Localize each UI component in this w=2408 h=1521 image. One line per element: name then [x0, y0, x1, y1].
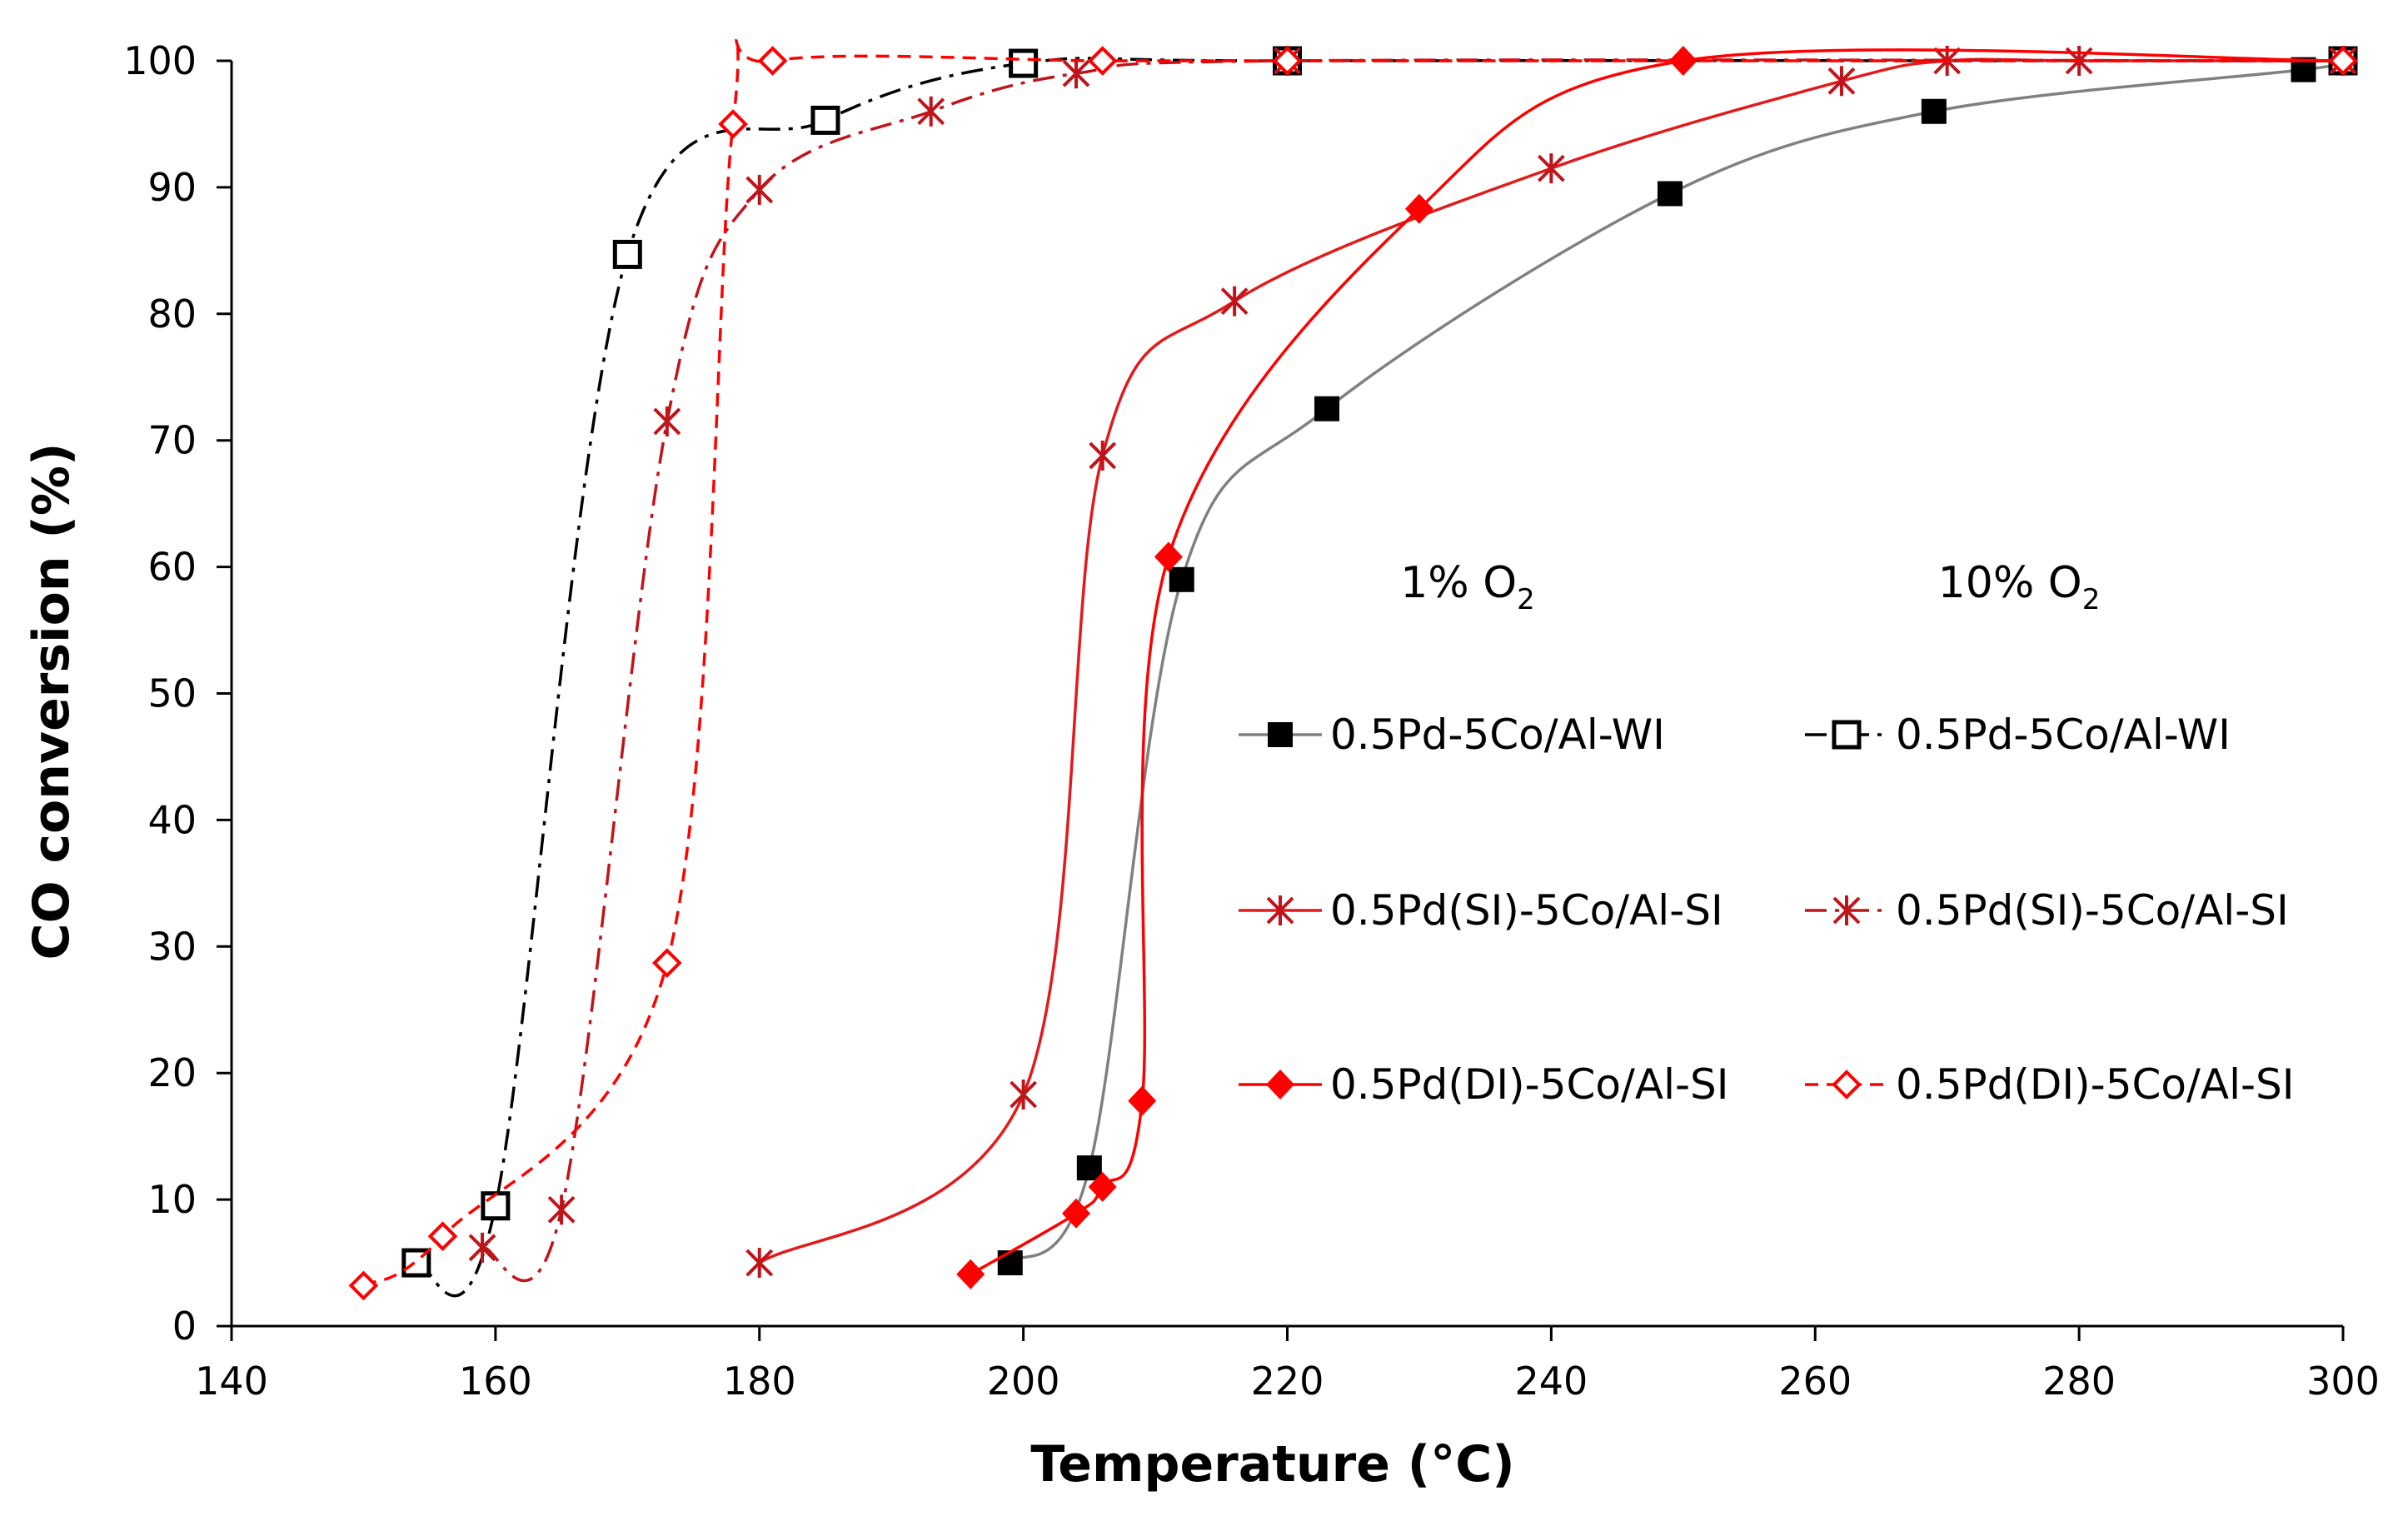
data-point	[1154, 541, 1183, 572]
data-point	[1062, 58, 1090, 89]
series-line	[362, 37, 2343, 1287]
x-tick-label: 140	[195, 1359, 268, 1404]
data-point	[745, 174, 774, 205]
legend-header: 1% O2	[1400, 558, 1535, 616]
y-axis-title: CO conversion (%)	[22, 443, 81, 960]
data-point	[1009, 48, 1039, 78]
data-point	[718, 109, 748, 139]
legend-label: 0.5Pd-5Co/Al-WI	[1330, 711, 1665, 759]
data-point	[1827, 66, 1856, 97]
series-5	[348, 37, 2358, 1301]
y-tick-label: 0	[172, 1304, 197, 1349]
data-point	[652, 948, 682, 978]
data-point	[1062, 1198, 1090, 1229]
legend-label: 0.5Pd(SI)-5Co/Al-SI	[1896, 886, 2289, 935]
y-tick-label: 90	[147, 165, 197, 210]
data-point	[757, 46, 788, 76]
data-point	[1220, 286, 1249, 317]
data-point	[1272, 46, 1303, 76]
data-point	[1087, 46, 1118, 76]
tick-labels: 140 160 180 200 220 240 260 280 300 0 10 20 30 40 50 60…	[123, 38, 2380, 1404]
y-tick-label: 70	[147, 418, 197, 463]
x-tick-label: 300	[2306, 1359, 2380, 1404]
legend-marker	[1832, 1070, 1862, 1100]
data-point	[1314, 396, 1340, 421]
x-tick-label: 220	[1251, 1359, 1324, 1404]
data-point	[427, 1221, 458, 1251]
legend-header: 10% O2	[1938, 558, 2101, 616]
legend-marker	[1832, 895, 1861, 925]
y-tick-label: 60	[147, 545, 197, 590]
data-point	[1169, 566, 1194, 592]
series-line	[1009, 59, 2348, 1264]
data-point	[1657, 181, 1683, 207]
y-tick-label: 20	[147, 1050, 197, 1095]
series-line	[415, 57, 2344, 1298]
legend-label: 0.5Pd(DI)-5Co/Al-SI	[1330, 1060, 1729, 1109]
data-point	[1537, 153, 1565, 184]
x-tick-label: 240	[1514, 1359, 1588, 1404]
x-tick-label: 180	[723, 1359, 796, 1404]
legend-marker	[1266, 1070, 1294, 1100]
x-tick-label: 160	[459, 1359, 532, 1404]
legend-marker	[1266, 895, 1294, 925]
y-tick-label: 10	[147, 1177, 197, 1222]
data-point	[997, 1250, 1023, 1276]
data-point	[1128, 1085, 1157, 1116]
x-axis-title: Temperature (°C)	[1030, 1435, 1514, 1494]
data-point	[1010, 1080, 1038, 1110]
series-1	[401, 46, 2358, 1298]
data-point	[1404, 193, 1433, 224]
data-point	[547, 1194, 576, 1225]
data-point	[1076, 1155, 1102, 1181]
x-tick-label: 260	[1778, 1359, 1852, 1404]
series-line	[481, 58, 2344, 1283]
data-point	[348, 1270, 379, 1301]
data-point	[956, 1259, 985, 1289]
data-point	[810, 105, 840, 135]
legend-label: 0.5Pd(DI)-5Co/Al-SI	[1896, 1060, 2295, 1109]
legend-marker	[1832, 720, 1862, 750]
legend-label: 0.5Pd(SI)-5Co/Al-SI	[1330, 886, 1723, 935]
y-tick-label: 30	[147, 924, 197, 969]
data-point	[612, 239, 642, 269]
data-point	[653, 406, 681, 436]
data-point	[745, 1248, 774, 1279]
y-tick-label: 100	[123, 38, 197, 83]
legend-label: 0.5Pd-5Co/Al-WI	[1896, 711, 2231, 759]
legend: 1% O2 10% O2 0.5Pd-5Co/Al-WI 0.5Pd-5Co/Al-W…	[1239, 558, 2295, 1109]
data-point	[481, 1191, 511, 1221]
legend-marker	[1268, 722, 1293, 747]
data-point	[917, 96, 945, 127]
data-point	[1921, 98, 1947, 124]
y-tick-label: 40	[147, 797, 197, 842]
plot-area	[348, 37, 2358, 1301]
x-tick-label: 280	[2042, 1359, 2116, 1404]
data-point	[1089, 440, 1117, 471]
data-point	[2328, 46, 2358, 76]
y-tick-label: 80	[147, 292, 197, 337]
data-point	[468, 1232, 496, 1263]
x-tick-label: 200	[987, 1359, 1060, 1404]
data-point	[1088, 1171, 1117, 1202]
y-tick-label: 50	[147, 671, 197, 716]
axes	[217, 59, 2345, 1341]
